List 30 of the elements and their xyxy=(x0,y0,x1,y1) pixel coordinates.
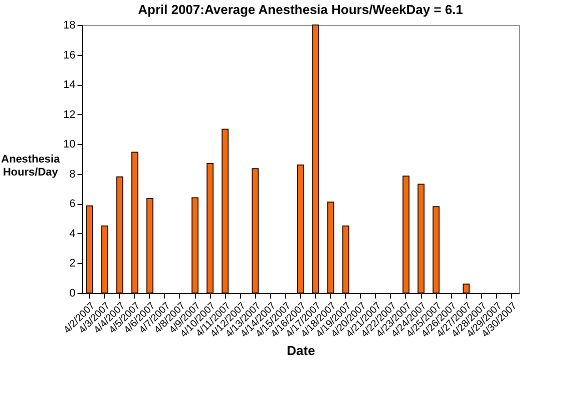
bar xyxy=(297,164,304,294)
bar xyxy=(131,152,138,294)
bar xyxy=(252,168,259,294)
bar xyxy=(327,202,334,294)
bar xyxy=(312,24,320,294)
y-tick-label: 10 xyxy=(63,138,76,151)
bar xyxy=(86,205,94,294)
bar xyxy=(206,162,214,294)
y-tick-label: 8 xyxy=(69,168,76,180)
y-tick-label: 0 xyxy=(69,288,76,300)
bar xyxy=(402,176,410,294)
y-axis-title: Anesthesia Hours/Day xyxy=(1,154,61,178)
bar xyxy=(116,176,124,294)
bar xyxy=(418,184,425,294)
y-tick-label: 18 xyxy=(63,20,76,32)
bar xyxy=(146,198,154,294)
y-tick-label: 12 xyxy=(63,108,76,121)
y-tick-label: 6 xyxy=(69,198,76,210)
bar xyxy=(462,284,470,294)
y-tick-label: 16 xyxy=(63,49,76,62)
bar xyxy=(192,197,199,294)
bar xyxy=(101,226,108,294)
y-tick-label: 2 xyxy=(69,258,76,270)
chart-title: April 2007:Average Anesthesia Hours/WeekDay = 6.1 xyxy=(138,2,464,17)
y-tick-label: 14 xyxy=(63,79,76,92)
bar xyxy=(432,206,440,294)
bar xyxy=(342,226,350,294)
y-tick-label: 4 xyxy=(69,228,76,240)
x-axis-title: Date xyxy=(286,343,316,358)
bar xyxy=(222,128,229,294)
